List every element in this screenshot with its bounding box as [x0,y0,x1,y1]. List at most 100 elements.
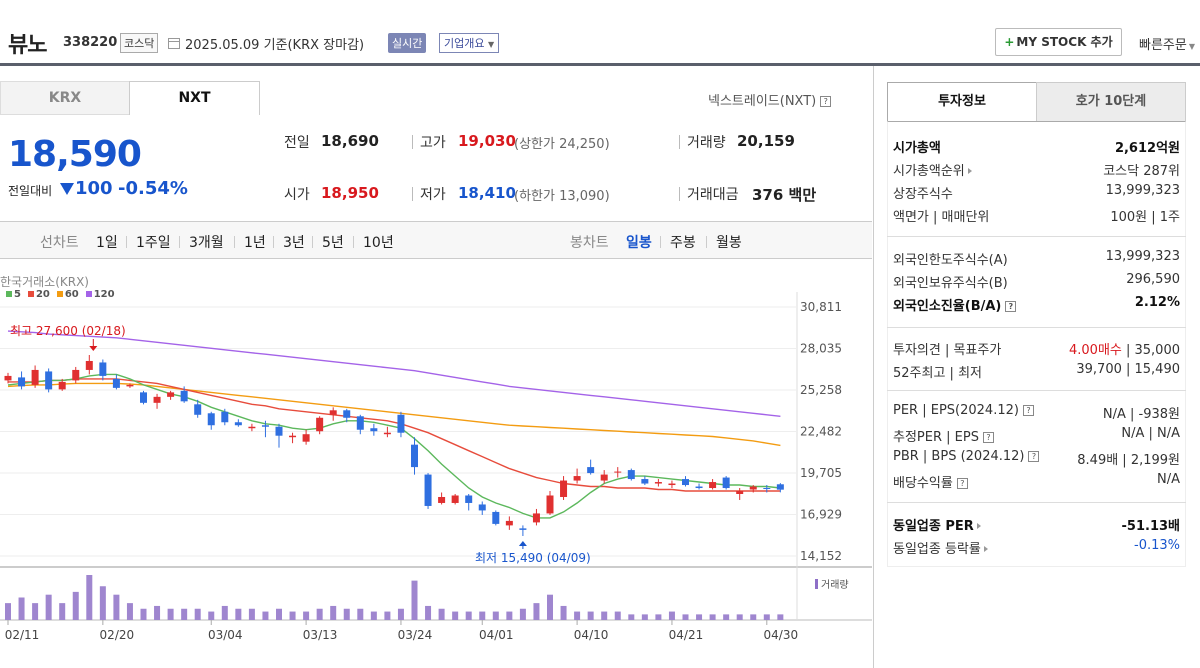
candle-body [126,384,134,387]
info-row: 상장주식수 13,999,323 [893,183,1180,203]
volume-bar [547,594,553,620]
candle-body [248,426,256,429]
trade-value: 376 백만 [752,186,817,204]
volume-bar [45,594,52,620]
volume-bar [181,608,188,620]
y-tick-label: 30,811 [800,300,842,314]
volume-bar [438,608,445,620]
nextrade-link[interactable]: 넥스트레이드(NXT)? [708,90,832,109]
chevron-right-icon [967,168,972,174]
candle-body [709,482,717,489]
company-overview-label: 기업개요 [444,37,485,50]
candle-body [4,375,12,381]
tab-invest-info[interactable]: 투자정보 [887,82,1037,122]
volume-bar [343,608,350,620]
ma5-line [7,373,781,519]
info-label: 외국인소진율(B/A)? [893,295,1017,314]
period-1y[interactable]: 1년 [244,235,266,251]
period-5y[interactable]: 5년 [322,235,344,251]
period-1d[interactable]: 1일 [96,235,118,251]
company-overview-button[interactable]: 기업개요 ▼ [439,33,500,53]
legend-swatch [6,291,12,297]
volume-bar [167,608,174,620]
help-icon[interactable]: ? [1005,301,1017,312]
info-row: 시가총액순위 코스닥 287위 [893,160,1180,180]
candlestick-chart[interactable]: 30,811 28,035 25,258 22,482 19,705 16,929 14,1… [0,262,872,668]
y-tick-label: 28,035 [800,342,842,356]
candle-body [519,528,527,530]
period-10y[interactable]: 10년 [363,235,394,251]
info-row: 52주최고 | 최저 39,700 | 15,490 [893,362,1180,382]
info-value: -51.13배 [1121,519,1180,534]
quick-order-button[interactable]: 빠른주문 ▼ [1139,34,1195,53]
info-row: 추정PER | EPS? N/A | N/A [893,426,1180,446]
info-value: 100원 | 1주 [1110,210,1180,225]
info-row: 동일업종 PER -51.13배 [893,515,1180,535]
candle-body [207,413,215,426]
market-badge: 코스닥 [120,33,159,53]
help-icon[interactable]: ? [1022,405,1034,416]
help-icon[interactable]: ? [1028,451,1040,462]
period-weekly[interactable]: 주봉 [670,235,696,251]
volume-bar [248,608,255,620]
help-icon[interactable]: ? [820,96,832,107]
info-row: 외국인소진율(B/A)? 2.12% [893,295,1180,315]
x-tick-label: 03/04 [208,628,243,642]
legend-swatch [56,291,63,297]
info-value: 4.00매수 | 35,000 [1069,343,1180,358]
candle-body [587,467,595,474]
period-monthly[interactable]: 월봉 [716,235,742,251]
candle-body [532,513,540,523]
help-icon[interactable]: ? [982,432,994,443]
divider [179,236,180,248]
x-tick-label: 04/01 [479,628,514,642]
x-tick-label: 04/30 [764,628,799,642]
volume-bar [425,605,432,620]
info-label: 액면가 | 매매단위 [893,210,990,225]
candle-body [58,381,66,390]
candle-body [45,371,53,390]
candle-body [546,495,554,514]
low-arrowhead [518,541,527,547]
candle-body [451,495,459,503]
info-label[interactable]: 동일업종 등락률 [893,538,988,557]
period-1w[interactable]: 1주일 [136,235,171,251]
info-label[interactable]: 시가총액순위 [893,160,972,179]
period-daily[interactable]: 일봉 [626,235,652,251]
candle-body [153,396,161,403]
tab-orderbook[interactable]: 호가 10단계 [1036,82,1186,122]
info-value: N/A [1157,472,1180,487]
invest-info-panel [887,121,1186,567]
period-3y[interactable]: 3년 [283,235,305,251]
volume-bar [479,611,486,620]
add-mystock-button[interactable]: + MY STOCK 추가 [995,28,1122,56]
info-label: 외국인한도주식수(A) [893,253,1008,268]
candle-body [329,410,337,415]
period-3m[interactable]: 3개월 [189,235,224,251]
volume-bar [18,597,25,620]
volume-bar [262,611,269,620]
volume-bar [32,603,39,620]
info-label[interactable]: 동일업종 PER [893,515,981,534]
info-row: PBR | BPS (2024.12)? 8.49배 | 2,199원 [893,449,1180,469]
candle-body [356,416,364,430]
candle-body [505,520,513,526]
volume-bar [601,611,608,620]
volume-bar [72,591,79,620]
volume-bar [777,614,784,620]
candle-body [99,362,107,376]
volume-bar [221,605,228,620]
tab-krx[interactable]: KRX [0,81,130,115]
tab-nxt[interactable]: NXT [129,81,260,115]
section-divider [887,390,1186,391]
candle-body [749,486,757,490]
realtime-button[interactable]: 실시간 [388,33,427,53]
info-row: PER | EPS(2024.12)? N/A | -938원 [893,403,1180,423]
volume-bar [5,603,11,620]
volume-bar [397,608,404,620]
info-value: 2,612억원 [1114,141,1180,156]
volume-bar [668,611,675,620]
divider [353,236,354,248]
help-icon[interactable]: ? [956,478,968,489]
lower-limit: (하한가 13,090) [514,189,610,204]
